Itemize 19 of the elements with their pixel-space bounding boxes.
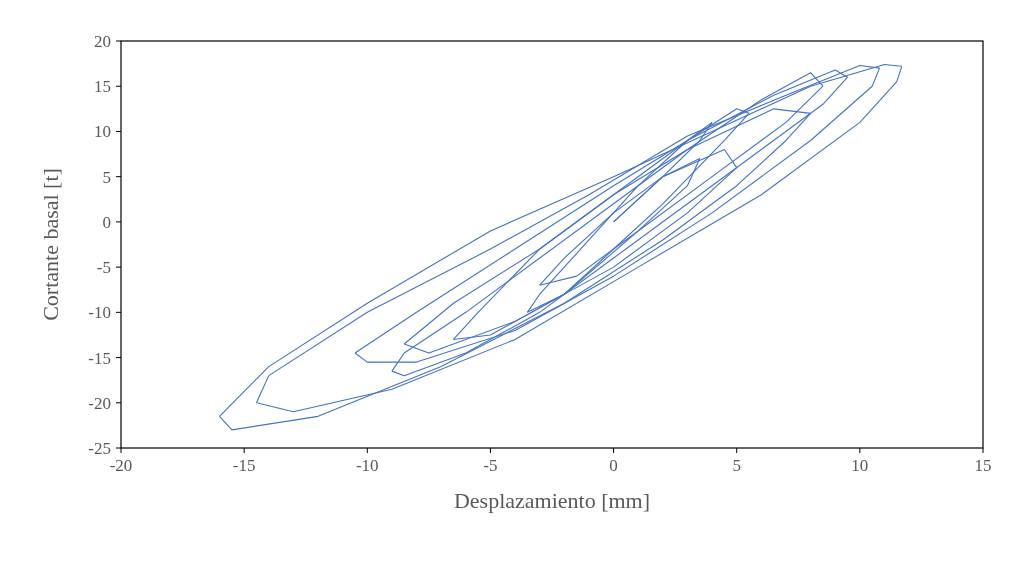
y-tick-label: -15 xyxy=(88,348,111,368)
x-tick-label: -10 xyxy=(355,456,379,475)
x-tick-label: -15 xyxy=(232,456,256,475)
y-axis-title: Cortante basal [t] xyxy=(38,168,63,321)
y-tick-label: 10 xyxy=(94,122,111,142)
y-tick-label: 0 xyxy=(102,212,111,232)
x-tick-label: 15 xyxy=(974,456,992,475)
x-tick-label: 0 xyxy=(609,456,618,475)
y-tick-label: 20 xyxy=(94,31,111,51)
x-tick-label: 5 xyxy=(732,456,741,475)
y-tick-label: 5 xyxy=(102,167,111,187)
x-tick-label: 10 xyxy=(851,456,869,475)
y-tick-label: -10 xyxy=(88,303,111,323)
y-tick-label: -25 xyxy=(88,438,111,458)
x-tick-label: -5 xyxy=(483,456,498,475)
y-tick-label: 15 xyxy=(94,77,111,97)
y-tick-label: -20 xyxy=(88,393,111,413)
y-tick-label: -5 xyxy=(96,258,111,278)
x-axis-title: Desplazamiento [mm] xyxy=(453,488,651,513)
